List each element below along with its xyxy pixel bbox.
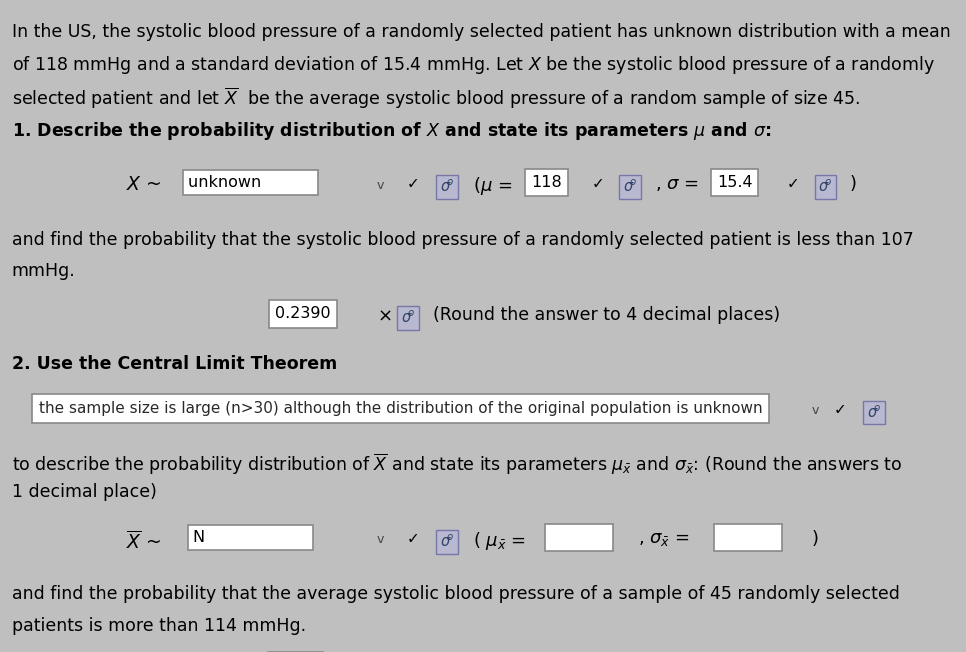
Text: $\sigma^{\!\!o}$: $\sigma^{\!\!o}$ (623, 179, 638, 195)
Text: 1. Describe the probability distribution of $X$ and state its parameters $\mu$ a: 1. Describe the probability distribution… (12, 120, 771, 142)
Text: ( $\mu_{\bar{x}}$ =: ( $\mu_{\bar{x}}$ = (473, 530, 526, 552)
Text: $\checkmark$: $\checkmark$ (406, 530, 418, 545)
Text: ($\mu$ =: ($\mu$ = (473, 175, 513, 198)
Text: , $\sigma_{\bar{x}}$ =: , $\sigma_{\bar{x}}$ = (638, 530, 689, 548)
Text: $\sigma^{\!\!o}$: $\sigma^{\!\!o}$ (440, 179, 454, 195)
Text: $\sigma^{\!\!o}$: $\sigma^{\!\!o}$ (867, 404, 881, 421)
Text: mmHg.: mmHg. (12, 262, 75, 280)
Text: In the US, the systolic blood pressure of a randomly selected patient has unknow: In the US, the systolic blood pressure o… (12, 23, 951, 41)
Text: ): ) (849, 175, 856, 194)
Text: $\times$: $\times$ (377, 306, 391, 325)
Text: unknown: unknown (188, 175, 313, 190)
Text: 0.2390: 0.2390 (275, 306, 331, 321)
Text: N: N (193, 530, 308, 545)
Text: , $\sigma$ =: , $\sigma$ = (655, 175, 698, 194)
Text: $\checkmark$: $\checkmark$ (833, 401, 845, 416)
Text: of 118 mmHg and a standard deviation of 15.4 mmHg. Let $X$ be the systolic blood: of 118 mmHg and a standard deviation of … (12, 54, 934, 76)
Text: selected patient and let $\overline{X}$  be the average systolic blood pressure : selected patient and let $\overline{X}$ … (12, 85, 860, 111)
Text: patients is more than 114 mmHg.: patients is more than 114 mmHg. (12, 617, 305, 635)
Text: $\sigma^{\!\!o}$: $\sigma^{\!\!o}$ (401, 310, 415, 326)
Text: $X$ ~: $X$ ~ (126, 175, 161, 194)
Text: v: v (377, 533, 384, 546)
Text: to describe the probability distribution of $\overline{X}$ and state its paramet: to describe the probability distribution… (12, 452, 902, 477)
Text: $\checkmark$: $\checkmark$ (591, 175, 604, 190)
Text: 118: 118 (531, 175, 562, 190)
Text: 1 decimal place): 1 decimal place) (12, 483, 156, 501)
Text: 2. Use the Central Limit Theorem: 2. Use the Central Limit Theorem (12, 355, 337, 374)
Text: $\sigma^{\!\!o}$: $\sigma^{\!\!o}$ (440, 533, 454, 550)
Text: $\overline{X}$ ~: $\overline{X}$ ~ (126, 530, 161, 553)
Text: 15.4: 15.4 (717, 175, 753, 190)
Text: v: v (811, 404, 819, 417)
Text: $\checkmark$: $\checkmark$ (406, 175, 418, 190)
Text: $\sigma^{\!\!o}$: $\sigma^{\!\!o}$ (818, 179, 833, 195)
Text: (Round the answer to 4 decimal places): (Round the answer to 4 decimal places) (433, 306, 780, 325)
Text: and find the probability that the average systolic blood pressure of a sample of: and find the probability that the averag… (12, 585, 899, 604)
Text: v: v (377, 179, 384, 192)
Text: ): ) (811, 530, 818, 548)
Text: the sample size is large (n>30) although the distribution of the original popula: the sample size is large (n>30) although… (39, 401, 762, 416)
Text: $\checkmark$: $\checkmark$ (786, 175, 799, 190)
Text: and find the probability that the systolic blood pressure of a randomly selected: and find the probability that the systol… (12, 231, 913, 249)
